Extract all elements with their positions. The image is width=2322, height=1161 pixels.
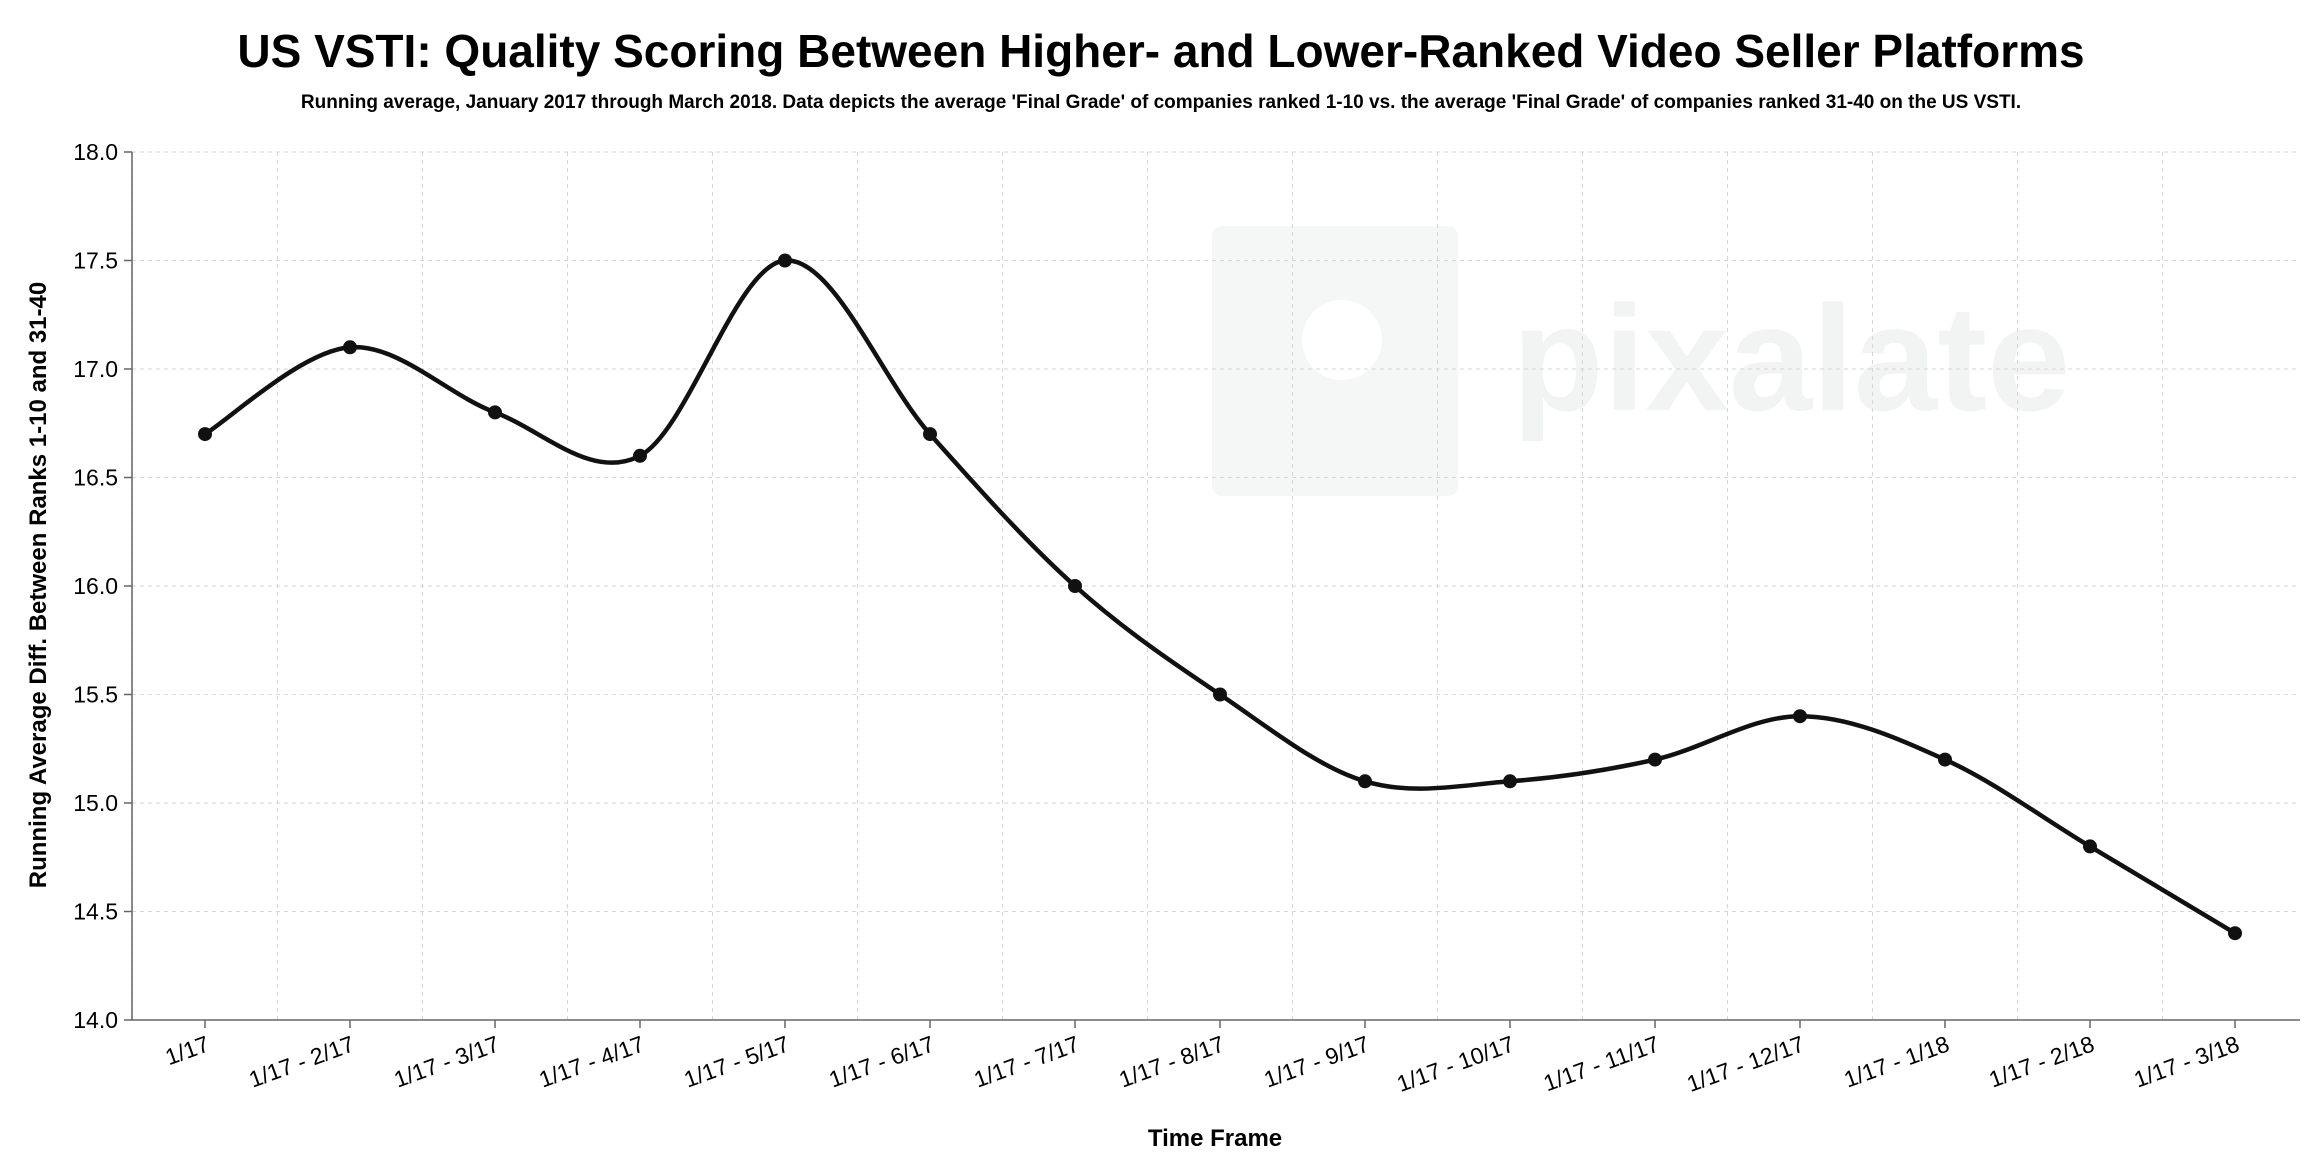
watermark-text: pixalate	[1512, 274, 2071, 442]
x-tick-label: 1/17 - 9/17	[1260, 1030, 1372, 1092]
data-point	[488, 405, 502, 420]
data-point	[1793, 709, 1807, 724]
chart-title: US VSTI: Quality Scoring Between Higher-…	[237, 25, 2085, 77]
x-tick-label: 1/17 - 2/18	[1985, 1030, 2097, 1092]
data-point	[2083, 839, 2097, 854]
data-point	[923, 427, 937, 442]
data-point	[1213, 687, 1227, 702]
watermark-mark-hole	[1302, 300, 1382, 380]
axes	[124, 151, 2300, 1028]
x-tick-label: 1/17 - 10/17	[1393, 1030, 1517, 1096]
x-tick-label: 1/17 - 8/17	[1115, 1030, 1227, 1092]
x-tick-labels: 1/17 1/17 - 2/17 1/17 - 3/17 1/17 - 4/17 1/1…	[162, 1030, 2243, 1096]
y-tick-label: 17.0	[73, 356, 118, 382]
x-tick-label: 1/17 - 1/18	[1840, 1030, 1952, 1092]
y-tick-label: 16.5	[73, 465, 118, 491]
x-tick-label: 1/17 - 6/17	[825, 1030, 937, 1092]
data-point	[1358, 774, 1372, 789]
x-tick-label: 1/17 - 11/17	[1540, 1030, 1663, 1096]
data-point	[1068, 579, 1082, 593]
series-line	[203, 258, 2237, 936]
data-point	[1503, 774, 1517, 789]
data-point	[778, 253, 792, 268]
y-tick-label: 14.5	[73, 899, 118, 925]
y-axis-title: Running Average Diff. Between Ranks 1-10…	[25, 282, 52, 888]
data-point	[633, 448, 647, 463]
x-tick-label: 1/17	[162, 1030, 213, 1070]
x-tick-label: 1/17 - 4/17	[535, 1030, 647, 1092]
chart-subtitle: Running average, January 2017 through Ma…	[300, 92, 2022, 113]
x-tick-label: 1/17 - 3/17	[390, 1030, 502, 1092]
data-point	[343, 340, 357, 355]
data-point	[2228, 926, 2242, 941]
y-tick-label: 16.0	[73, 573, 118, 599]
watermark-logo: pixalate	[1212, 226, 2071, 496]
x-tick-label: 1/17 - 3/18	[2130, 1030, 2242, 1092]
x-axis-title: Time Frame	[1148, 1125, 1282, 1152]
y-tick-label: 17.5	[73, 248, 118, 274]
data-point	[1648, 752, 1662, 767]
data-point	[1938, 752, 1952, 767]
data-points	[198, 253, 2242, 941]
x-tick-label: 1/17 - 12/17	[1683, 1030, 1807, 1096]
y-tick-label: 15.0	[73, 790, 118, 816]
x-tick-label: 1/17 - 2/17	[245, 1030, 357, 1092]
x-tick-label: 1/17 - 5/17	[680, 1030, 792, 1092]
y-tick-label: 14.0	[73, 1007, 118, 1033]
x-tick-label: 1/17 - 7/17	[970, 1030, 1082, 1092]
y-tick-label: 15.5	[73, 682, 118, 708]
y-tick-label: 18.0	[73, 139, 118, 165]
data-point	[198, 427, 212, 442]
y-tick-labels: 14.0 14.5 15.0 15.5 16.0 16.5 17.0 17.5 18.0	[73, 139, 118, 1033]
